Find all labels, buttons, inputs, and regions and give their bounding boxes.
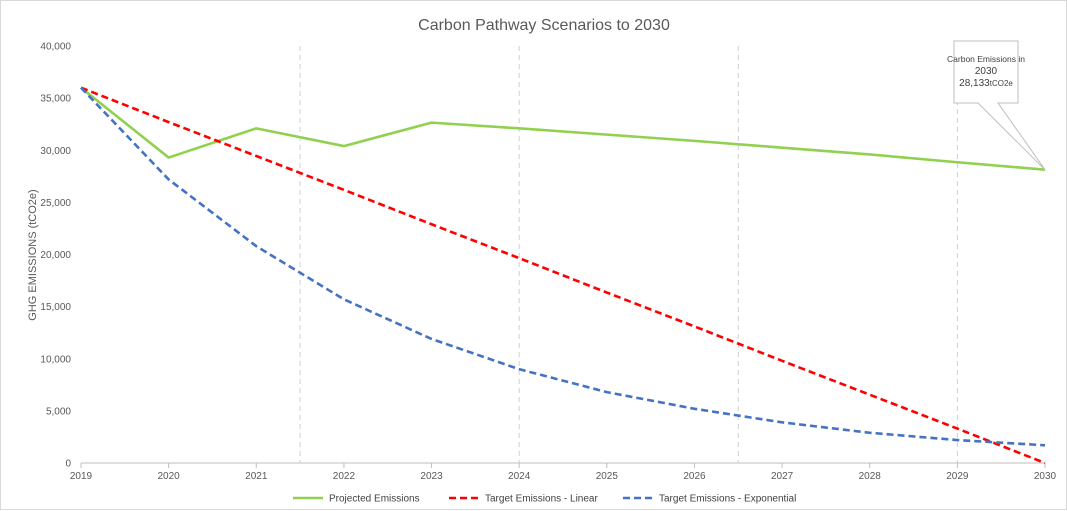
y-tick-label: 5,000 xyxy=(46,406,71,417)
x-tick-label: 2030 xyxy=(1034,471,1057,482)
y-tick-label: 0 xyxy=(65,459,71,470)
x-tick-label: 2021 xyxy=(245,471,268,482)
y-tick-label: 15,000 xyxy=(40,302,71,313)
y-tick-label: 40,000 xyxy=(40,42,71,53)
chart-title: Carbon Pathway Scenarios to 2030 xyxy=(418,17,670,34)
callout-line2: 2030 xyxy=(975,66,998,77)
y-tick-label: 30,000 xyxy=(40,146,71,157)
x-axis: 2019 2020 2021 2022 2023 2024 2025 2026 2027 2028… xyxy=(70,462,1057,482)
x-tick-label: 2029 xyxy=(946,471,969,482)
y-axis-label: GHG EMISSIONS (tCO2e) xyxy=(27,189,39,320)
y-axis: 0 5,000 10,000 15,000 20,000 25,000 30,000 35,0… xyxy=(40,42,71,470)
x-tick-label: 2023 xyxy=(420,471,443,482)
y-tick-label: 10,000 xyxy=(40,354,71,365)
legend-label: Target Emissions - Linear xyxy=(485,494,598,505)
callout-box xyxy=(953,40,1046,171)
y-tick-label: 20,000 xyxy=(40,250,71,261)
series-line-target-emissions-exponential xyxy=(80,86,1046,447)
x-tick-label: 2028 xyxy=(859,471,882,482)
gridlines xyxy=(299,46,958,463)
x-tick-label: 2020 xyxy=(158,471,181,482)
y-tick-label: 35,000 xyxy=(40,94,71,105)
legend-label: Projected Emissions xyxy=(329,494,420,505)
x-tick-label: 2026 xyxy=(683,471,706,482)
x-tick-label: 2022 xyxy=(333,471,356,482)
y-tick-label: 25,000 xyxy=(40,198,71,209)
callout-value-unit: tCO2e xyxy=(990,79,1014,88)
x-tick-label: 2019 xyxy=(70,471,93,482)
series-layer xyxy=(80,86,1046,465)
x-tick-label: 2024 xyxy=(508,471,531,482)
series-line-projected-emissions xyxy=(80,86,1046,172)
x-tick-label: 2027 xyxy=(771,471,794,482)
callout-line1: Carbon Emissions in xyxy=(947,54,1025,64)
x-tick-label: 2025 xyxy=(596,471,619,482)
legend: Projected Emissions Target Emissions - Li… xyxy=(293,494,796,505)
callout-value-number: 28,133 xyxy=(959,78,990,89)
callout-value: 28,133tCO2e xyxy=(959,78,1013,89)
legend-label: Target Emissions - Exponential xyxy=(659,494,796,505)
series-line-target-emissions-linear xyxy=(80,86,1046,465)
